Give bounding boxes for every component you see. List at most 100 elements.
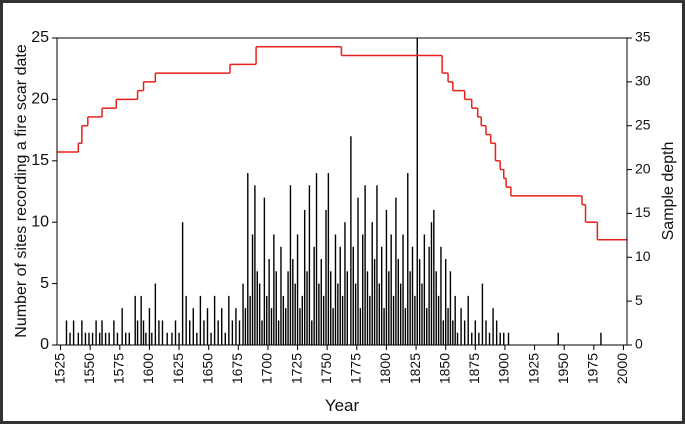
bar: [287, 271, 289, 345]
bar: [362, 234, 364, 345]
bar: [121, 308, 123, 345]
bar: [463, 320, 466, 345]
bar: [339, 246, 341, 345]
bar: [433, 209, 435, 345]
bar: [95, 320, 97, 345]
bar: [178, 332, 180, 345]
x-tick-label: 1625: [170, 353, 186, 384]
y-tick-label: 20: [31, 91, 49, 108]
bar: [366, 271, 369, 345]
x-tick-label: 1600: [140, 353, 156, 384]
bar: [263, 197, 266, 345]
bar: [148, 308, 151, 345]
bar: [292, 259, 294, 345]
bar: [352, 246, 354, 345]
bar: [313, 246, 315, 345]
bar: [261, 320, 263, 345]
bar: [65, 320, 68, 345]
bar: [171, 332, 173, 345]
bar: [409, 271, 411, 345]
bar: [161, 320, 164, 345]
x-tick-label: 1575: [111, 353, 127, 384]
y2-tick-label: 15: [635, 204, 651, 220]
bar: [371, 222, 373, 345]
bar: [376, 185, 378, 345]
bar: [306, 271, 308, 345]
x-tick-label: 1525: [51, 353, 67, 384]
bar: [308, 185, 311, 345]
bar: [380, 246, 383, 345]
bar: [488, 332, 491, 345]
x-tick-label: 1950: [555, 353, 571, 384]
x-tick-label: 1825: [407, 353, 423, 384]
bar: [350, 136, 352, 345]
bar: [437, 295, 440, 345]
y-tick-label: 0: [40, 336, 49, 353]
bar: [154, 283, 157, 345]
bar: [397, 259, 399, 345]
bar: [411, 246, 414, 345]
bar: [301, 295, 304, 345]
y2-tick-label: 0: [635, 336, 643, 352]
bar: [128, 332, 130, 345]
bar: [206, 308, 209, 345]
y-axis-label: Number of sites recording a fire scar da…: [13, 44, 30, 338]
bar: [311, 320, 313, 345]
bar: [77, 332, 80, 345]
bar: [192, 308, 194, 345]
x-tick-label: 1675: [229, 353, 245, 384]
x-tick-label: 1850: [436, 353, 452, 384]
bar: [600, 332, 602, 345]
bar: [98, 332, 101, 345]
bar: [456, 332, 459, 345]
bar: [247, 173, 249, 345]
bar: [318, 283, 320, 345]
bar: [282, 295, 285, 345]
bar: [185, 295, 187, 345]
bar: [325, 209, 327, 345]
bar: [254, 185, 256, 345]
bar: [440, 246, 442, 345]
bar: [275, 271, 277, 345]
bar: [421, 283, 423, 345]
bar: [460, 308, 462, 345]
x-tick-label: 1900: [496, 353, 512, 384]
bar: [244, 308, 247, 345]
bar: [277, 320, 280, 345]
y2-tick-label: 10: [635, 248, 651, 264]
bar: [341, 295, 344, 345]
bar: [88, 332, 90, 345]
bar: [485, 320, 487, 345]
bar: [454, 295, 456, 345]
bar: [251, 234, 254, 345]
bar: [196, 332, 198, 345]
bar: [81, 320, 83, 345]
bar: [72, 320, 75, 345]
bar: [414, 295, 416, 345]
bar: [467, 295, 469, 345]
y-tick-label: 10: [31, 213, 49, 230]
bar: [474, 320, 477, 345]
bar: [213, 295, 216, 345]
bar: [235, 308, 237, 345]
bar: [315, 173, 318, 345]
bar: [151, 332, 153, 345]
bar: [134, 295, 136, 345]
bar: [426, 308, 428, 345]
bar: [499, 332, 501, 345]
x-axis-label: Year: [325, 396, 360, 415]
bar: [217, 320, 219, 345]
bar: [452, 320, 454, 345]
bar: [332, 308, 334, 345]
bar: [418, 259, 421, 345]
bar: [101, 320, 103, 345]
bar: [91, 332, 94, 345]
bar: [492, 308, 494, 345]
bar: [140, 295, 142, 345]
bar: [359, 308, 362, 345]
bar: [108, 332, 110, 345]
y-tick-label: 25: [31, 29, 49, 46]
bar: [116, 332, 119, 345]
